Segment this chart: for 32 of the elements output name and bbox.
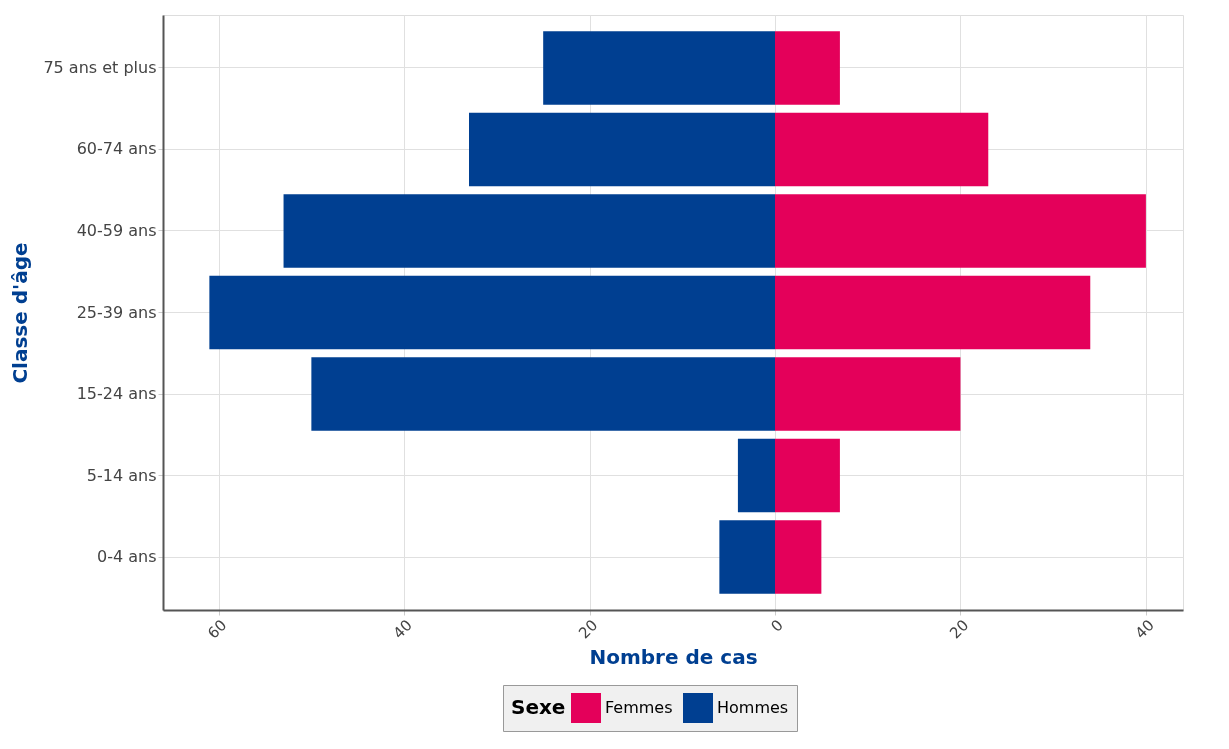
y-axis-title: Classe d'âge	[8, 242, 33, 384]
legend-label: Femmes	[605, 698, 673, 717]
y-tick-label: 75 ans et plus	[43, 57, 157, 77]
bar	[469, 112, 775, 187]
x-tick-label: 40	[389, 616, 416, 643]
y-tick-label: 15-24 ans	[76, 384, 157, 404]
x-tick-label: 0	[767, 616, 787, 636]
x-axis-title: Nombre de cas	[589, 644, 758, 669]
y-tick-label: 0-4 ans	[97, 547, 157, 567]
legend-label: Hommes	[717, 698, 789, 717]
bar	[719, 520, 775, 594]
legend-title: Sexe	[511, 695, 566, 719]
y-tick-label: 40-59 ans	[76, 220, 157, 240]
bar	[775, 112, 989, 187]
y-tick-label: 60-74 ans	[76, 139, 157, 159]
y-tick-label: 5-14 ans	[86, 465, 157, 485]
bar	[775, 194, 1146, 268]
bar	[775, 438, 840, 513]
bar	[209, 275, 775, 350]
x-tick-label: 40	[1131, 616, 1158, 643]
bar	[775, 31, 840, 105]
bar	[775, 275, 1091, 350]
x-tick-label: 20	[946, 616, 973, 643]
bar	[737, 438, 775, 513]
y-tick-label: 25-39 ans	[76, 302, 157, 322]
bar	[775, 520, 822, 594]
x-tick-label: 20	[575, 616, 602, 643]
bar	[283, 194, 775, 268]
bar	[543, 31, 775, 105]
bar	[775, 357, 961, 431]
x-tick-label: 60	[204, 616, 231, 643]
bar	[311, 357, 775, 431]
